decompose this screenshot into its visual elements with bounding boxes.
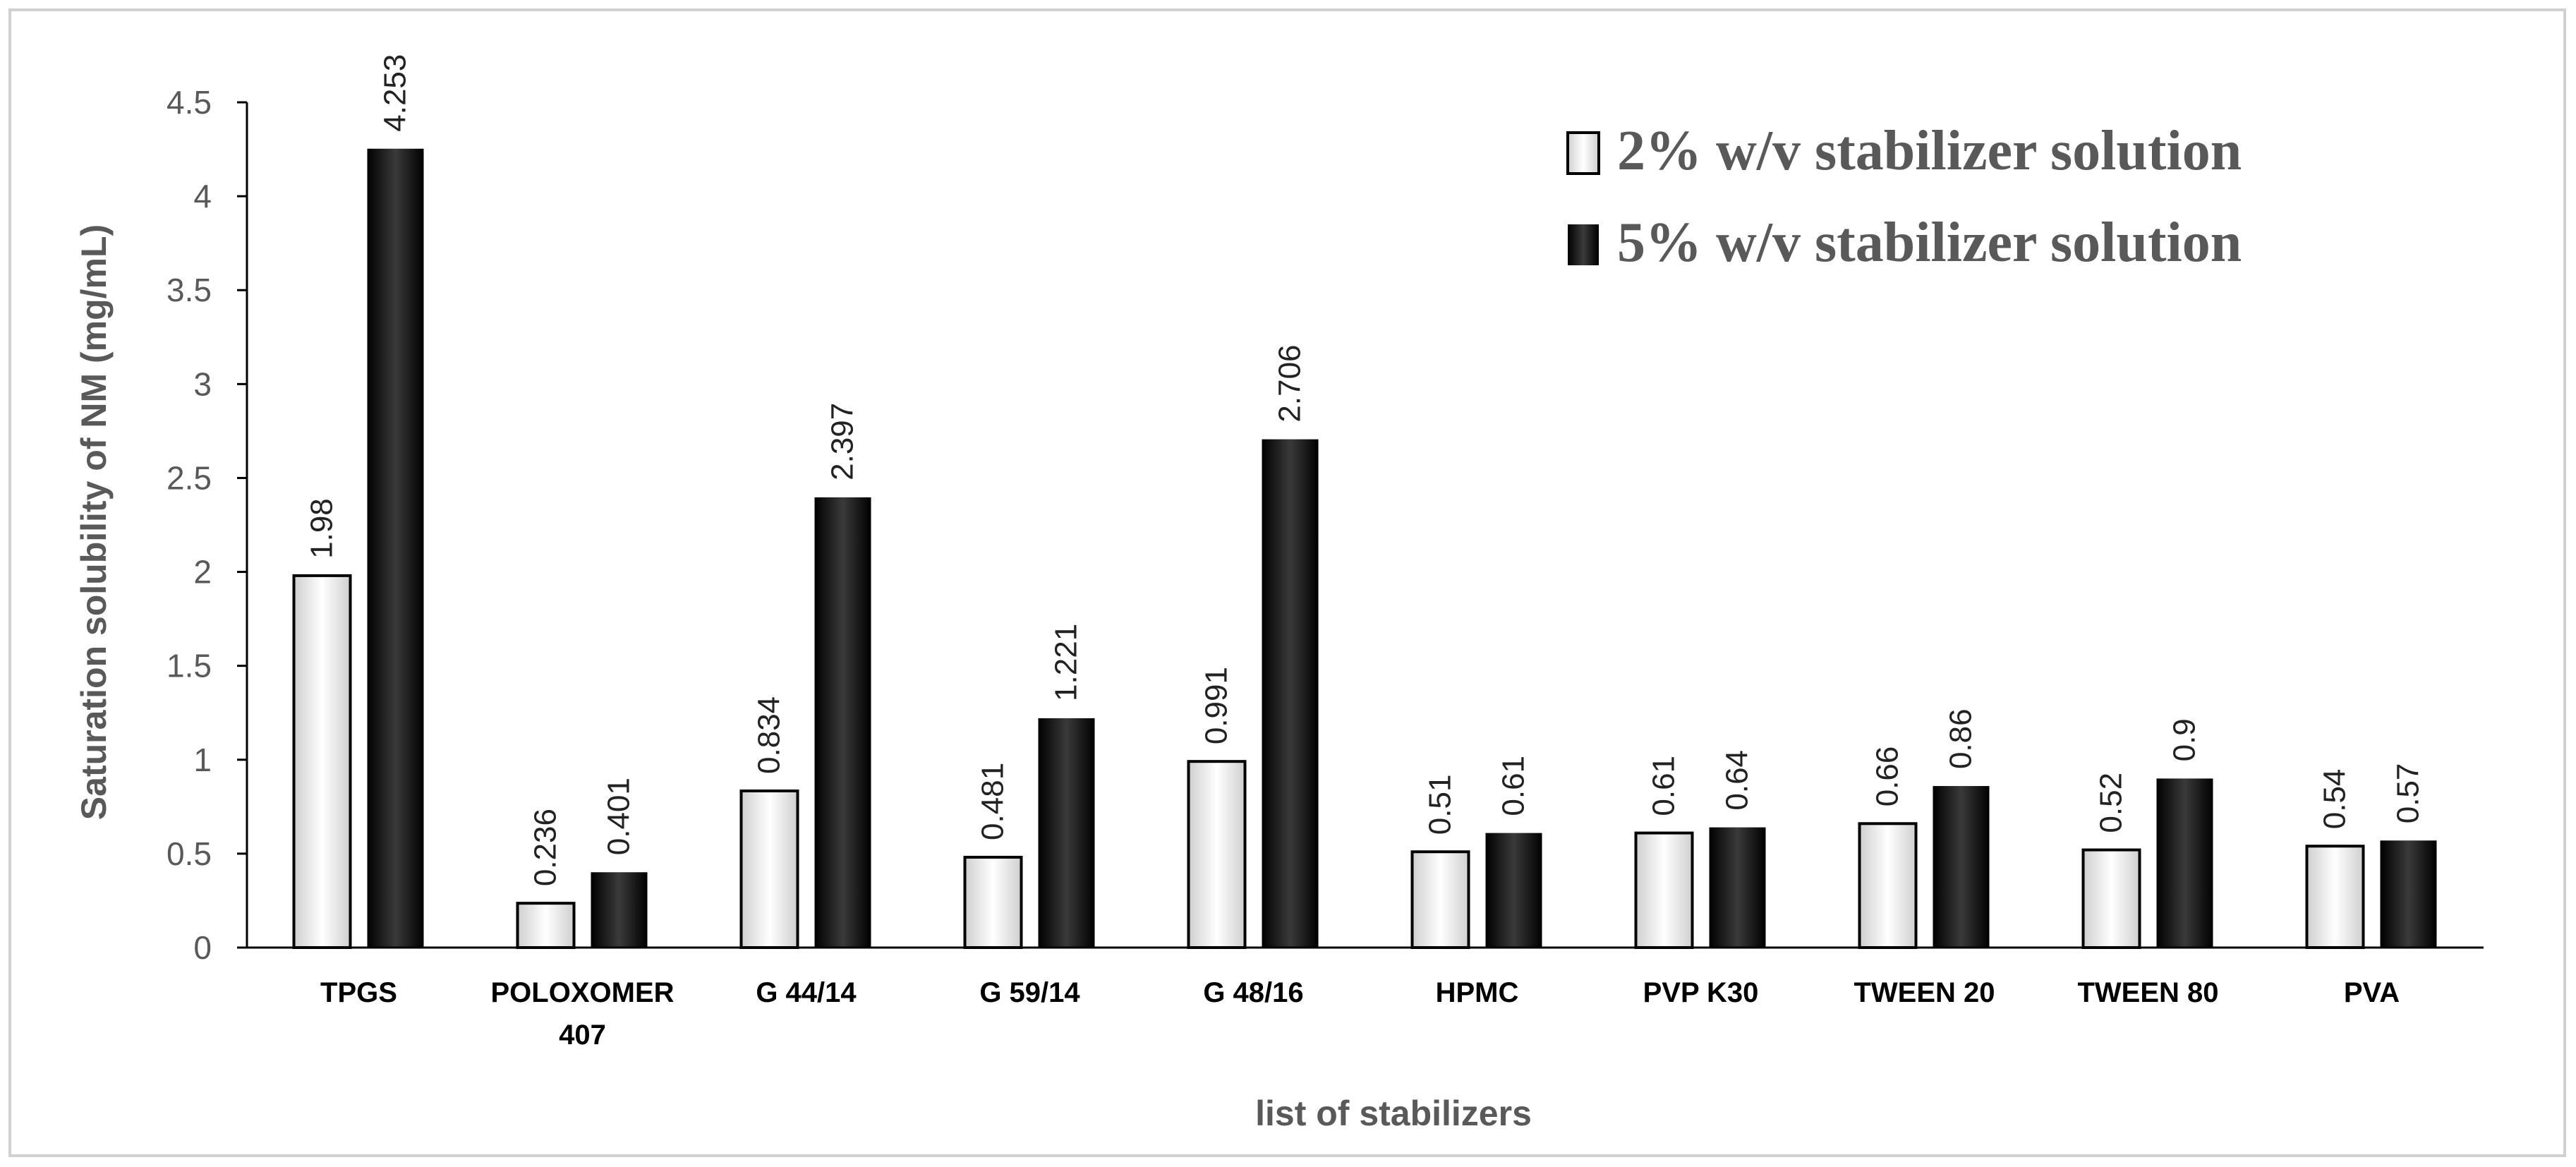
x-axis-title: list of stabilizers [1255, 1094, 1532, 1133]
x-category-label: 407 [559, 1020, 606, 1051]
data-label-5pct: 2.706 [1273, 344, 1307, 422]
x-category-label: TPGS [320, 977, 397, 1008]
y-axis: 0 0.5 1 1.5 2 2.5 3 3.5 4 4.5 [167, 84, 248, 966]
legend-label-2pct: 2% w/v stabilizer solution [1617, 120, 2242, 182]
data-label-2pct: 0.54 [2318, 769, 2352, 830]
x-category-label: TWEEN 20 [1854, 977, 1995, 1008]
legend: 2% w/v stabilizer solution 5% w/v stabil… [1566, 120, 2242, 274]
bar-5pct [1262, 439, 1319, 948]
bar-2pct [963, 855, 1023, 950]
x-category-label: POLOXOMER [490, 977, 674, 1008]
data-label-5pct: 0.86 [1944, 708, 1978, 769]
legend-label-5pct: 5% w/v stabilizer solution [1617, 212, 2242, 274]
data-labels: 1.98 4.253 0.236 0.401 0.834 2.397 0.481 1.221 0… [305, 54, 2426, 887]
data-label-2pct: 0.51 [1423, 775, 1458, 835]
y-tick-label: 4 [193, 178, 212, 214]
data-label-5pct: 4.253 [378, 54, 413, 132]
bar-5pct [591, 872, 648, 948]
y-tick-label: 0 [193, 929, 212, 966]
bar-2pct [1410, 850, 1470, 950]
y-tick-label: 2 [193, 554, 212, 591]
data-label-5pct: 0.401 [602, 778, 636, 855]
data-label-2pct: 0.52 [2094, 773, 2129, 833]
bar-5pct [2380, 840, 2437, 948]
bar-2pct [1634, 831, 1694, 950]
bar-5pct [814, 497, 871, 948]
data-label-2pct: 0.66 [1870, 746, 1905, 807]
data-label-5pct: 1.221 [1049, 624, 1084, 701]
bar-5pct [1709, 827, 1766, 948]
bar-2pct [1858, 822, 1918, 949]
bar-2pct [292, 574, 352, 949]
y-tick-label: 1 [193, 742, 212, 778]
y-tick-label: 0.5 [167, 835, 212, 872]
data-label-5pct: 2.397 [826, 403, 860, 480]
data-label-5pct: 0.64 [1720, 750, 1755, 811]
data-label-2pct: 0.481 [976, 763, 1010, 840]
bar-2pct [516, 902, 576, 949]
x-category-label: PVA [2344, 977, 2400, 1008]
x-category-label: G 59/14 [979, 977, 1080, 1008]
x-category-label: G 44/14 [756, 977, 857, 1008]
data-label-2pct: 1.98 [305, 498, 339, 559]
data-label-2pct: 0.991 [1199, 667, 1234, 744]
y-tick-label: 4.5 [167, 84, 212, 121]
x-category-label: PVP K30 [1643, 977, 1759, 1008]
bar-5pct [367, 148, 424, 948]
bar-2pct [2305, 845, 2365, 949]
bar-5pct [1485, 833, 1542, 948]
bar-5pct [2156, 778, 2213, 948]
data-label-2pct: 0.61 [1647, 756, 1681, 816]
x-category-label: G 48/16 [1203, 977, 1303, 1008]
y-tick-label: 3 [193, 365, 212, 402]
x-axis: TPGS POLOXOMER 407 G 44/14 G 59/14 G 48/16 HPM… [247, 946, 2484, 1051]
bar-5pct [1933, 786, 1990, 948]
bars [292, 148, 2437, 950]
x-category-label: HPMC [1436, 977, 1519, 1008]
x-category-label: TWEEN 80 [2077, 977, 2218, 1008]
data-label-2pct: 0.236 [528, 809, 563, 886]
legend-swatch-2pct [1566, 131, 1600, 175]
data-label-5pct: 0.57 [2391, 763, 2426, 824]
data-label-5pct: 0.61 [1496, 756, 1531, 816]
data-label-5pct: 0.9 [2167, 718, 2202, 761]
y-tick-label: 1.5 [167, 648, 212, 684]
y-tick-label: 2.5 [167, 459, 212, 496]
bar-2pct [739, 789, 799, 950]
bar-2pct [1187, 760, 1247, 950]
y-tick-label: 3.5 [167, 272, 212, 308]
bar-5pct [1038, 718, 1095, 948]
y-axis-title: Saturation solubility of NM (mg/mL) [74, 224, 114, 820]
data-label-2pct: 0.834 [752, 696, 787, 774]
legend-swatch-5pct [1568, 224, 1599, 265]
bar-2pct [2081, 848, 2141, 950]
